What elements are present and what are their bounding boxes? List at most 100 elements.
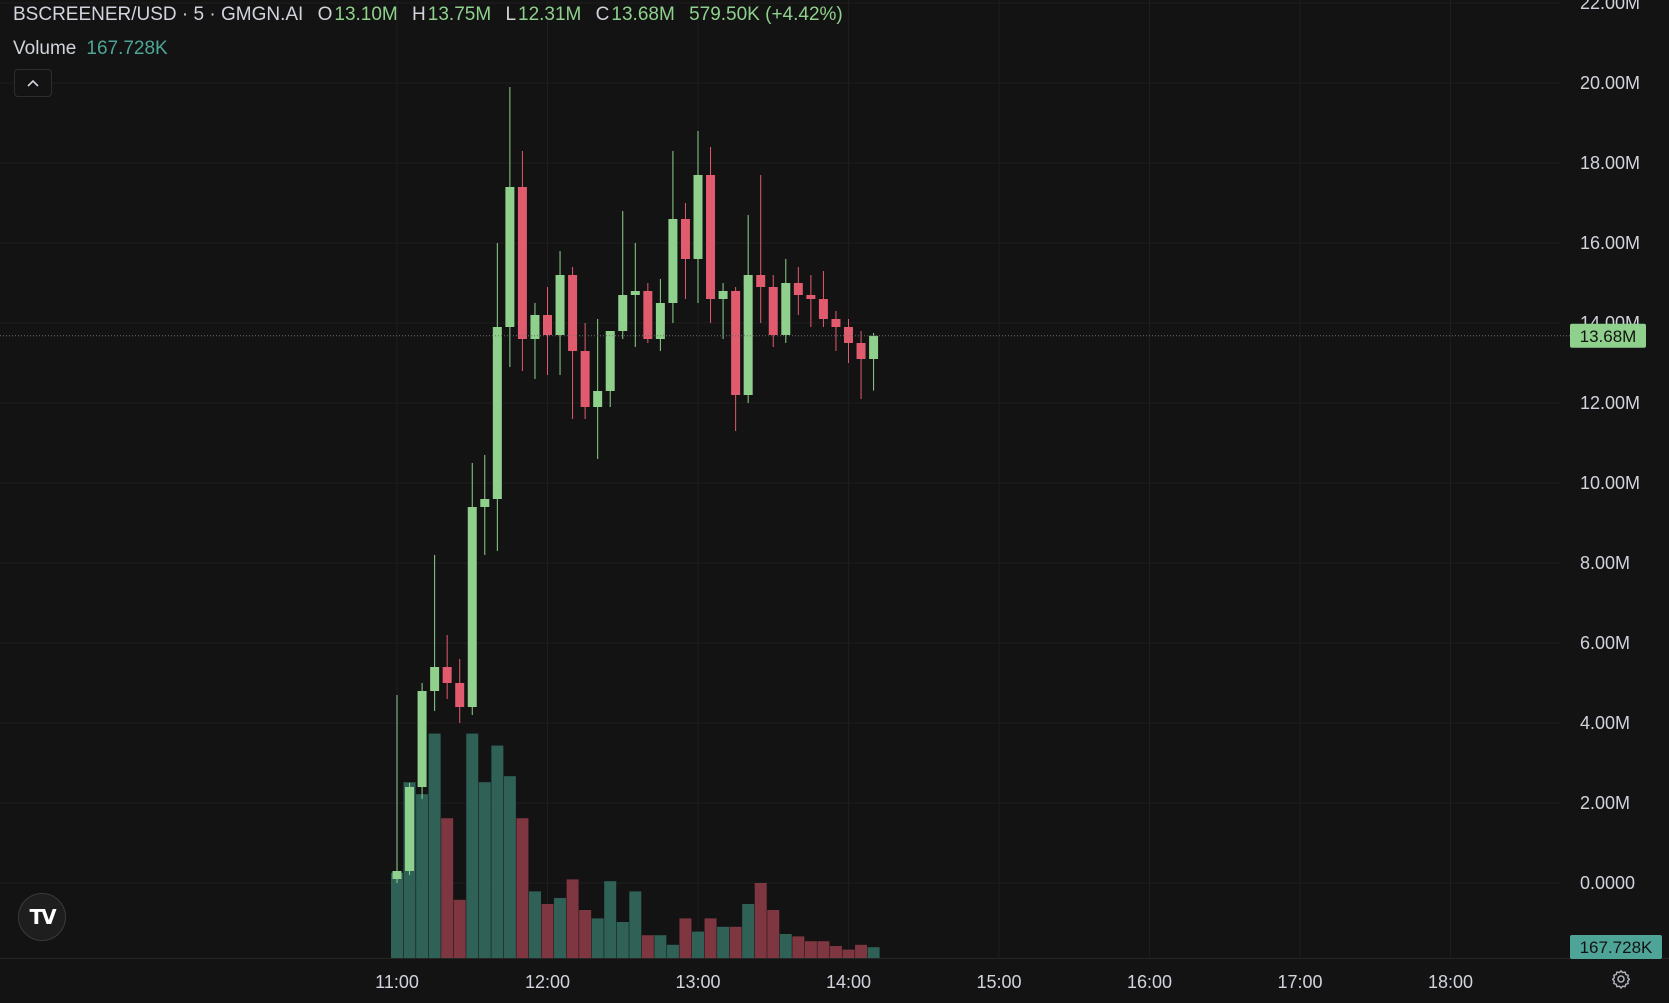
current-price-value: 13.68M: [1580, 327, 1637, 346]
current-volume-value: 167.728K: [1580, 938, 1653, 957]
candle-body: [768, 287, 778, 335]
volume-bar: [779, 934, 792, 958]
symbol-title[interactable]: BSCREENER/USD · 5 · GMGN.AI: [13, 4, 304, 25]
volume-bar: [654, 935, 667, 958]
candle-body: [756, 275, 766, 287]
open-key: O: [317, 4, 333, 25]
volume-bar: [478, 782, 491, 958]
tradingview-logo-icon[interactable]: TV: [18, 893, 66, 941]
candle-body: [455, 683, 465, 707]
candle-body: [806, 295, 816, 299]
x-tick-label: 13:00: [675, 972, 720, 992]
open-value: 13.10M: [334, 4, 398, 25]
candle-body: [392, 871, 402, 879]
current-volume-label: 167.728K: [1570, 935, 1662, 959]
volume-bar: [817, 941, 830, 958]
volume-bar: [767, 910, 780, 958]
volume-bar: [692, 931, 704, 958]
volume-bar: [829, 946, 842, 958]
volume-bar: [754, 883, 767, 958]
low-key: L: [505, 4, 517, 25]
volume-legend-label[interactable]: Volume: [13, 38, 77, 59]
volume-bar: [729, 926, 742, 958]
candle-body: [818, 299, 828, 319]
volume-bar: [491, 745, 504, 958]
close-value: 13.68M: [611, 4, 675, 25]
volume-bar: [742, 904, 755, 958]
collapse-legend-button[interactable]: [14, 69, 52, 97]
candle-body: [580, 351, 590, 407]
candle-body: [530, 315, 540, 339]
y-tick-label: 20.00M: [1580, 73, 1640, 93]
candle-body: [718, 291, 728, 299]
volume-bar: [717, 926, 730, 958]
candle-body: [743, 275, 753, 395]
volume-bar: [554, 898, 567, 958]
candle-body: [605, 331, 615, 391]
volume-bar: [541, 904, 554, 958]
volume-legend: Volume 167.728K: [13, 37, 168, 61]
volume-legend-value: 167.728K: [86, 38, 168, 59]
time-axis[interactable]: 11:00 12:00 13:00 14:00 15:00 16:00 17:00 18:00: [375, 972, 1473, 992]
low-value: 12.31M: [518, 4, 582, 25]
y-tick-label: 4.00M: [1580, 713, 1630, 733]
y-tick-label: 22.00M: [1580, 0, 1640, 13]
volume-bar: [391, 872, 403, 958]
volume-bar: [516, 818, 529, 958]
volume-bar: [579, 910, 592, 958]
volume-bar: [704, 918, 717, 958]
volume-bar: [503, 776, 516, 958]
x-tick-label: 16:00: [1127, 972, 1172, 992]
candle-body: [568, 275, 578, 351]
candle-body: [492, 327, 502, 499]
y-tick-label: 16.00M: [1580, 233, 1640, 253]
candle-body: [543, 315, 552, 335]
x-tick-label: 17:00: [1277, 972, 1322, 992]
y-tick-label: 18.00M: [1580, 153, 1640, 173]
x-tick-label: 15:00: [976, 972, 1021, 992]
candle-body: [405, 787, 415, 871]
volume-bar: [416, 794, 429, 958]
candle-body: [630, 291, 640, 295]
ohlc-legend: BSCREENER/USD · 5 · GMGN.AI O 13.10M H 13.…: [13, 3, 843, 27]
candle-body: [706, 175, 716, 299]
x-tick-label: 11:00: [375, 972, 419, 992]
y-tick-label: 8.00M: [1580, 553, 1630, 573]
x-tick-label: 18:00: [1428, 972, 1473, 992]
y-tick-label: 2.00M: [1580, 793, 1630, 813]
candle-body: [467, 507, 477, 707]
volume-bar: [566, 879, 579, 958]
volume-bar: [842, 949, 855, 958]
volume-bar: [666, 944, 679, 958]
volume-bar: [804, 941, 817, 958]
candle-body: [505, 187, 515, 327]
candle-body: [517, 187, 527, 339]
high-value: 13.75M: [427, 4, 492, 25]
candle-body: [480, 499, 490, 507]
candle-body: [430, 667, 440, 691]
volume-bar: [855, 944, 868, 958]
candle-body: [668, 219, 678, 303]
chart-settings-button[interactable]: [1610, 968, 1632, 990]
volume-bar: [466, 733, 479, 958]
candle-body: [680, 219, 690, 259]
candle-body: [643, 291, 653, 339]
y-tick-label: 10.00M: [1580, 473, 1640, 493]
candlestick-series: [392, 87, 879, 883]
volume-bar: [453, 899, 466, 958]
volume-bars: [391, 733, 880, 958]
x-tick-label: 14:00: [826, 972, 871, 992]
candle-body: [593, 391, 603, 407]
volume-bar: [641, 935, 654, 958]
volume-bar: [528, 891, 541, 958]
volume-bar: [867, 947, 880, 958]
price-axis[interactable]: 0.00002.00M4.00M6.00M8.00M10.00M12.00M14…: [1580, 0, 1640, 893]
volume-bar: [616, 922, 629, 958]
close-key: C: [595, 4, 610, 25]
candle-body: [844, 327, 853, 343]
gear-icon: [1611, 970, 1631, 989]
change-value: 579.50K (+4.42%): [689, 4, 843, 25]
high-key: H: [412, 4, 426, 25]
candle-body: [831, 319, 841, 327]
